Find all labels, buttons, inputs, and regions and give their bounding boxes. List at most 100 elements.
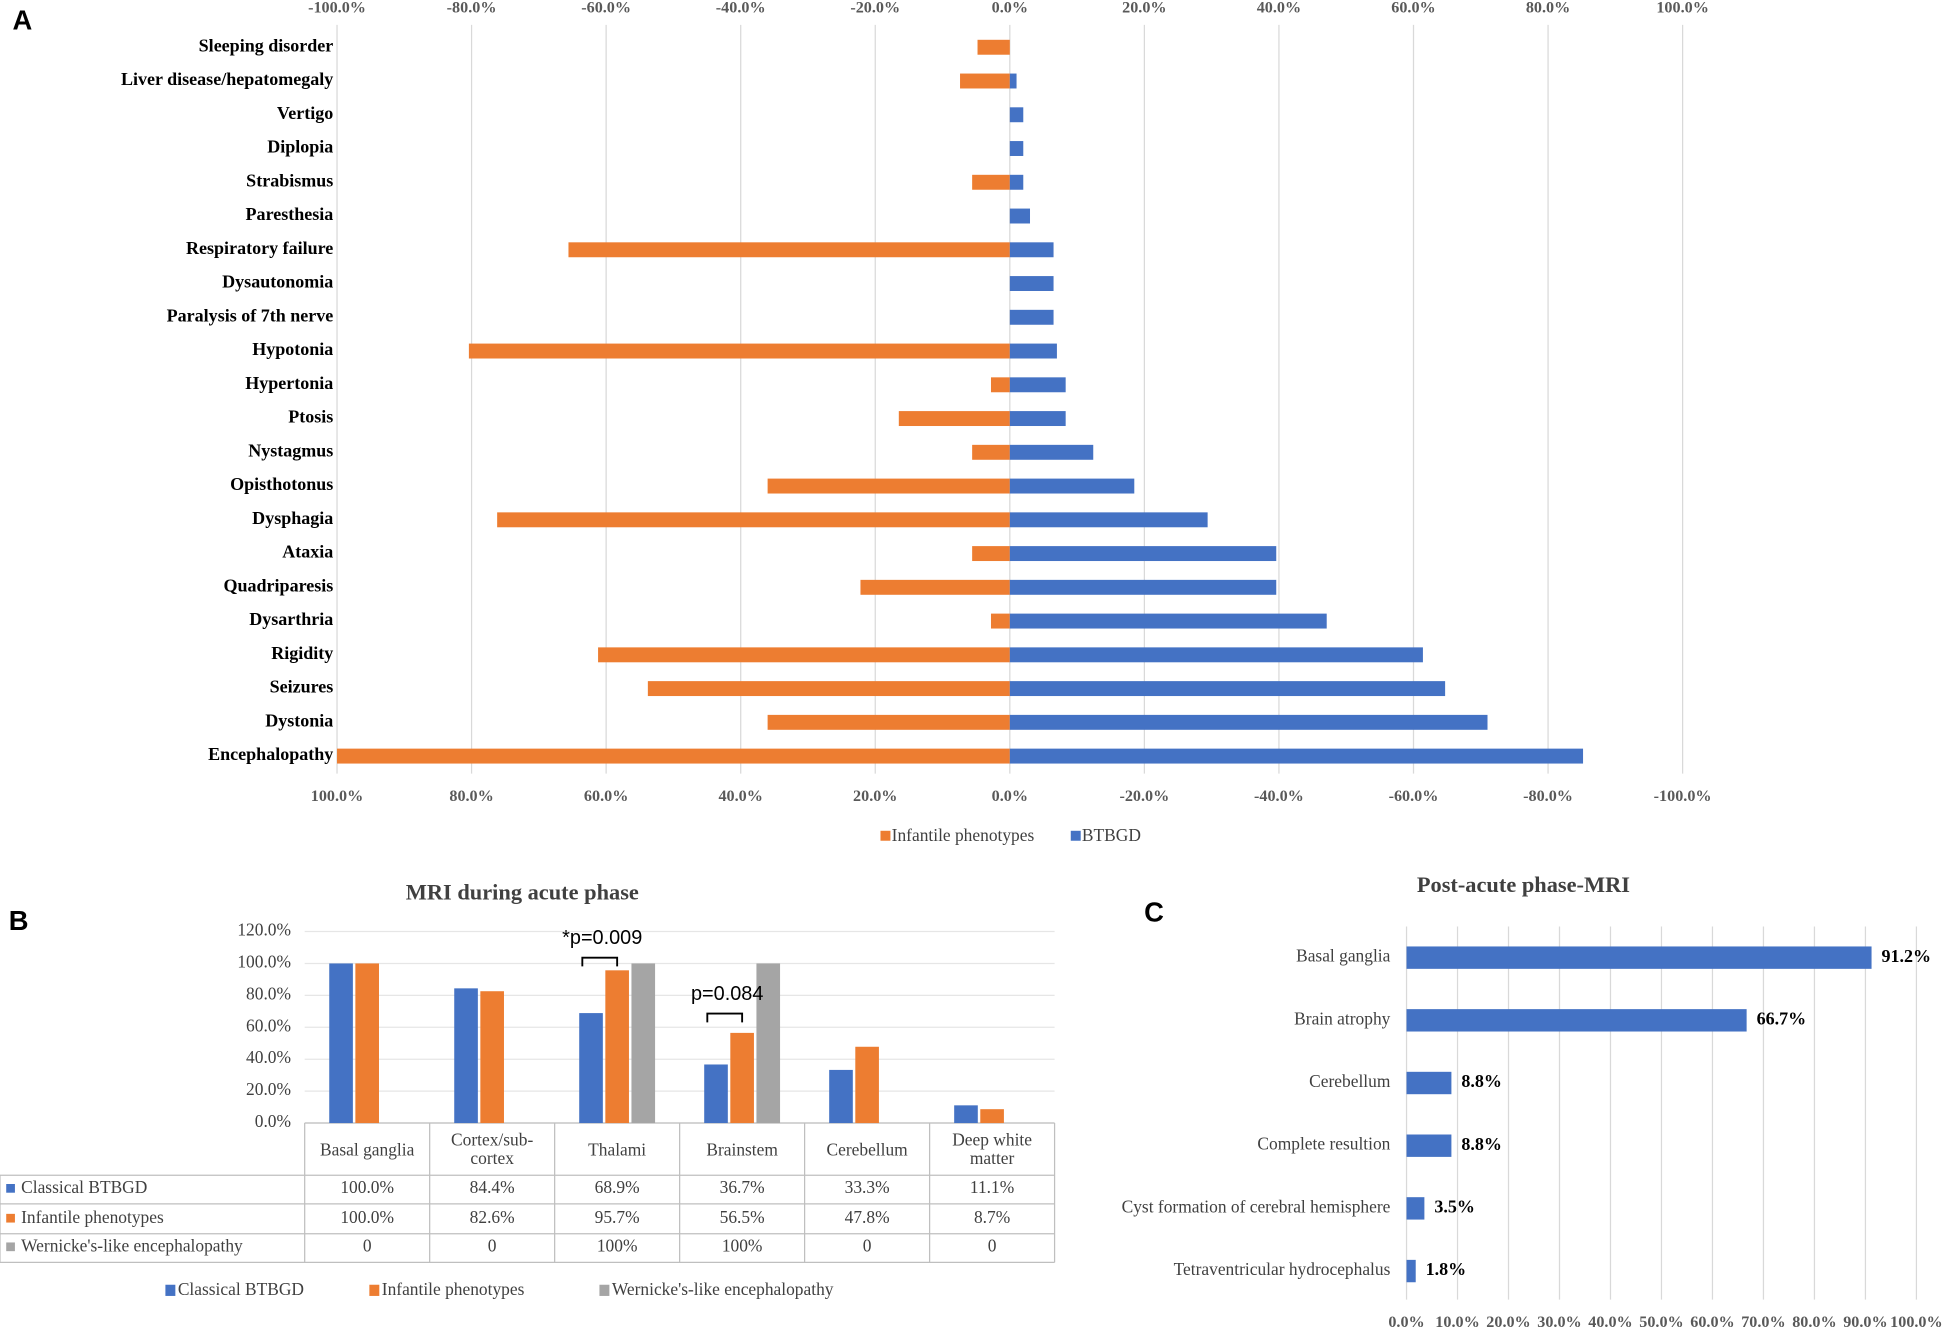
table-value: 8.7% bbox=[974, 1207, 1010, 1227]
bar bbox=[1009, 73, 1017, 89]
category-label: Brain atrophy bbox=[1294, 1008, 1390, 1028]
row-swatch bbox=[6, 1242, 15, 1252]
category-label: Thalami bbox=[588, 1141, 647, 1160]
table-value: 0 bbox=[988, 1235, 997, 1255]
bar bbox=[1009, 208, 1031, 224]
bar bbox=[1009, 309, 1054, 325]
category-label: Dysarthria bbox=[249, 609, 333, 629]
x-tick-label: 100.0% bbox=[1890, 1314, 1943, 1331]
bar bbox=[1406, 1197, 1425, 1220]
category-label: Strabismus bbox=[246, 170, 333, 190]
x-tick-label: 20.0% bbox=[853, 788, 897, 805]
value-label: 3.5% bbox=[1434, 1197, 1475, 1217]
x-tick-label: 100.0% bbox=[311, 788, 364, 805]
row-swatch bbox=[6, 1184, 15, 1193]
bar bbox=[1009, 174, 1024, 190]
row-swatch bbox=[6, 1213, 15, 1223]
category-label: Hypertonia bbox=[245, 373, 333, 393]
legend-label: BTBGD bbox=[1082, 825, 1141, 845]
bar bbox=[1009, 748, 1584, 764]
category-cell: Basal ganglia bbox=[320, 1141, 415, 1160]
category-label: Tetraventricular hydrocephalus bbox=[1174, 1259, 1391, 1279]
bar bbox=[1009, 478, 1135, 494]
x-tick-label: -20.0% bbox=[1119, 788, 1169, 805]
y-tick-label: 20.0% bbox=[246, 1079, 291, 1099]
x-tick-label: 60.0% bbox=[1391, 0, 1435, 16]
bar bbox=[756, 963, 781, 1124]
x-tick-label: -80.0% bbox=[447, 0, 497, 16]
row-label: Wernicke's-like encephalopathy bbox=[21, 1235, 243, 1255]
bar bbox=[767, 478, 1010, 494]
table-value: 11.1% bbox=[970, 1177, 1014, 1197]
significance-bracket bbox=[706, 1012, 744, 1023]
x-tick-label: 60.0% bbox=[1690, 1314, 1734, 1331]
legend-swatch bbox=[165, 1284, 176, 1296]
bar bbox=[898, 411, 1010, 427]
legend-swatch bbox=[880, 830, 891, 841]
bar bbox=[704, 1064, 728, 1124]
y-tick-label: 100.0% bbox=[237, 951, 291, 971]
x-tick-label: 80.0% bbox=[449, 788, 493, 805]
bar bbox=[954, 1105, 978, 1124]
x-tick-label: 80.0% bbox=[1526, 0, 1570, 16]
bar bbox=[647, 681, 1010, 697]
table-value: 100.0% bbox=[340, 1177, 394, 1197]
bar bbox=[605, 970, 629, 1124]
bar bbox=[579, 1013, 603, 1124]
category-label: Cyst formation of cerebral hemisphere bbox=[1122, 1196, 1391, 1216]
legend-label: Classical BTBGD bbox=[178, 1279, 304, 1299]
x-tick-label: 100.0% bbox=[1656, 0, 1709, 16]
y-tick-label: 60.0% bbox=[246, 1015, 291, 1035]
category-label: Ataxia bbox=[282, 542, 333, 562]
table-value: 100% bbox=[722, 1235, 763, 1255]
bar bbox=[468, 343, 1010, 359]
bar bbox=[1009, 242, 1054, 258]
x-tick-label: 20.0% bbox=[1486, 1314, 1530, 1331]
bar bbox=[329, 963, 353, 1124]
x-tick-label: 0.0% bbox=[992, 0, 1028, 16]
x-tick-label: -60.0% bbox=[1389, 788, 1439, 805]
y-tick-label: 40.0% bbox=[246, 1047, 291, 1067]
value-label: 1.8% bbox=[1426, 1259, 1467, 1279]
value-label: 66.7% bbox=[1757, 1008, 1807, 1028]
x-tick-label: -40.0% bbox=[1254, 788, 1304, 805]
bar bbox=[631, 963, 656, 1124]
bar bbox=[480, 991, 504, 1124]
annotation: p=0.084 bbox=[691, 983, 763, 1005]
chart-title: Post-acute phase-MRI bbox=[1417, 872, 1630, 897]
table-value: 100.0% bbox=[340, 1207, 394, 1227]
bar bbox=[767, 714, 1010, 730]
bar bbox=[1009, 276, 1054, 292]
x-tick-label: -60.0% bbox=[581, 0, 631, 16]
bar bbox=[1009, 546, 1277, 562]
x-tick-label: 90.0% bbox=[1843, 1314, 1887, 1331]
x-tick-label: -80.0% bbox=[1523, 788, 1573, 805]
category-cell: Thalami bbox=[588, 1141, 647, 1160]
category-label: Quadriparesis bbox=[223, 575, 333, 595]
category-label: Ptosis bbox=[288, 407, 333, 427]
category-cell: Deep white matter bbox=[952, 1132, 1032, 1169]
bar bbox=[1009, 579, 1277, 595]
table-value: 0 bbox=[488, 1235, 497, 1255]
bar bbox=[1009, 512, 1208, 528]
table-value: 100% bbox=[597, 1235, 638, 1255]
bar bbox=[598, 647, 1010, 663]
bar bbox=[454, 988, 478, 1124]
row-label: Classical BTBGD bbox=[21, 1177, 147, 1197]
category-label: Basal ganglia bbox=[320, 1141, 415, 1160]
x-tick-label: 40.0% bbox=[718, 788, 762, 805]
table-value: 0 bbox=[363, 1235, 372, 1255]
category-label: Seizures bbox=[270, 677, 334, 697]
y-tick-label: 80.0% bbox=[246, 983, 291, 1003]
bar bbox=[990, 377, 1010, 393]
bar bbox=[829, 1069, 853, 1124]
table-value: 68.9% bbox=[595, 1177, 640, 1197]
panel-label: B bbox=[9, 905, 29, 936]
x-tick-label: 10.0% bbox=[1435, 1314, 1479, 1331]
legend-swatch bbox=[369, 1284, 380, 1296]
table-value: 82.6% bbox=[470, 1207, 515, 1227]
bar bbox=[1009, 377, 1066, 393]
bar bbox=[1406, 1071, 1452, 1095]
table-value: 33.3% bbox=[845, 1177, 890, 1197]
